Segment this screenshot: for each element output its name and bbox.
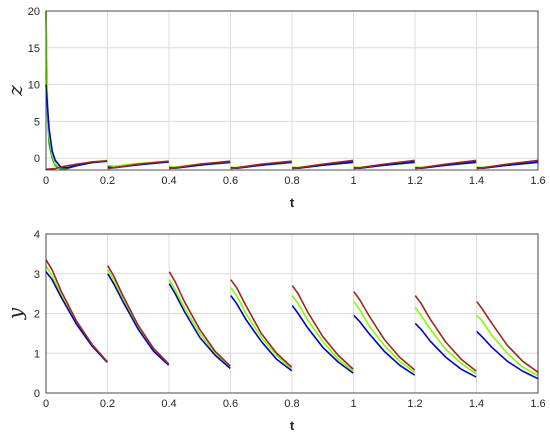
- y-y-tick-label: 0: [34, 388, 40, 400]
- z-x-tick-label: 1.6: [530, 175, 545, 187]
- y-y-tick-label: 1: [34, 348, 40, 360]
- y-x-ticks: 0 0.2 0.4 0.6 0.8 1 1.2 1.4 1.6: [43, 398, 546, 410]
- z-y-ticks: 0 5 10 15 20: [28, 6, 40, 165]
- z-y-tick-label: 15: [28, 43, 40, 55]
- z-x-tick-label: 0.4: [161, 175, 176, 187]
- z-y-tick-label: 5: [34, 116, 40, 128]
- y-y-ticks: 0 1 2 3 4: [34, 229, 40, 400]
- y-x-tick-label: 0: [43, 398, 49, 410]
- y-series-line-2: [45, 259, 539, 373]
- y-x-tick-label: 1.2: [407, 398, 422, 410]
- y-x-axis-label: t: [290, 418, 295, 433]
- y-panel: 0 0.2 0.4 0.6 0.8 1 1.2 1.4 1.6 0 1 2 3 4 t y: [3, 229, 546, 433]
- y-y-tick-label: 4: [34, 229, 40, 241]
- y-grid: [45, 233, 539, 394]
- z-y-tick-label: 0: [34, 153, 40, 165]
- z-x-axis-label: t: [290, 195, 295, 210]
- z-y-tick-label: 20: [28, 6, 40, 18]
- z-y-axis-label: z: [3, 85, 27, 97]
- y-lines: [45, 259, 539, 380]
- z-x-tick-label: 1.2: [407, 175, 422, 187]
- z-series-line-3: [45, 159, 539, 171]
- y-x-tick-label: 0.2: [100, 398, 115, 410]
- z-x-tick-label: 0.8: [284, 175, 299, 187]
- z-x-tick-label: 1.4: [469, 175, 484, 187]
- y-y-tick-label: 2: [34, 309, 40, 321]
- z-panel: 0 0.2 0.4 0.6 0.8 1 1.2 1.4 1.6 0 5 10 15 20 t z: [3, 6, 546, 210]
- z-x-tick-label: 1: [350, 175, 356, 187]
- y-y-tick-label: 3: [34, 269, 40, 281]
- y-y-axis-label: y: [3, 307, 27, 320]
- y-x-tick-label: 1: [350, 398, 356, 410]
- y-x-tick-label: 0.6: [223, 398, 238, 410]
- y-series-line-1: [45, 271, 539, 380]
- y-axes-frame: [45, 233, 539, 394]
- z-x-tick-label: 0.2: [100, 175, 115, 187]
- z-x-ticks: 0 0.2 0.4 0.6 0.8 1 1.2 1.4 1.6: [43, 175, 546, 187]
- z-y-tick-label: 10: [28, 80, 40, 92]
- z-x-tick-label: 0: [43, 175, 49, 187]
- y-x-tick-label: 0.8: [284, 398, 299, 410]
- z-grid: [45, 10, 539, 170]
- z-x-tick-label: 0.6: [223, 175, 238, 187]
- y-x-tick-label: 1.6: [530, 398, 545, 410]
- y-x-tick-label: 1.4: [469, 398, 484, 410]
- z-axes-frame: [45, 10, 539, 171]
- y-x-tick-label: 0.4: [161, 398, 176, 410]
- z-lines: [45, 10, 539, 171]
